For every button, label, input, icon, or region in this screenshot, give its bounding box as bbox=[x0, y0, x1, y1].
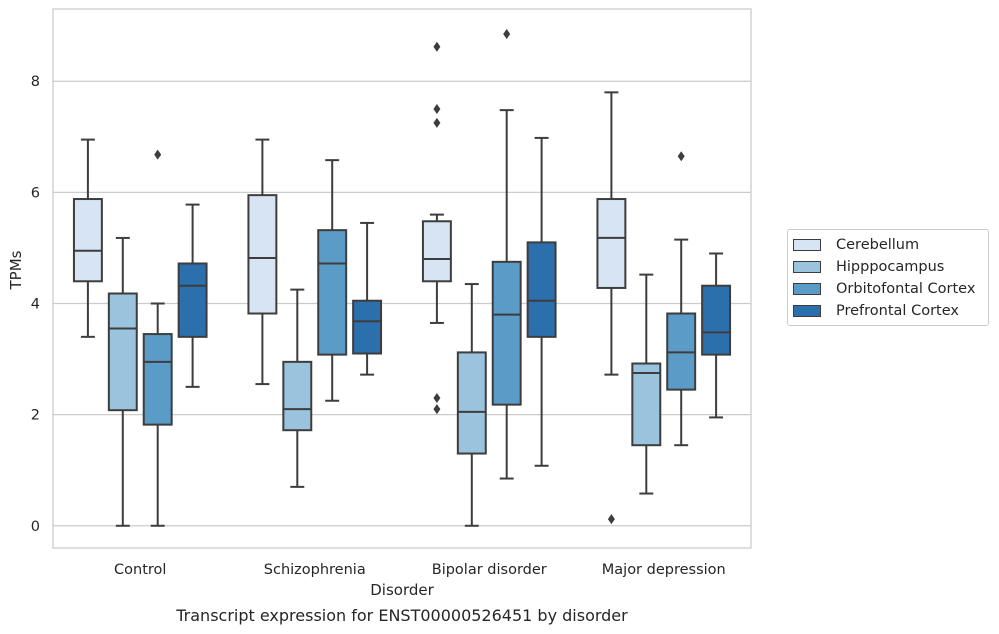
box-hipppocampus bbox=[456, 283, 487, 527]
legend-label: Orbitofontal Cortex bbox=[836, 281, 976, 297]
iqr-box bbox=[526, 241, 557, 338]
iqr-box bbox=[421, 220, 452, 283]
iqr-box bbox=[352, 299, 383, 355]
legend-swatch-hippocampus bbox=[793, 261, 821, 273]
legend-item-orbitofrontal-cortex: Orbitofontal Cortex bbox=[793, 279, 975, 299]
iqr-box bbox=[317, 229, 348, 356]
legend-label: Cerebellum bbox=[836, 237, 920, 253]
legend-item-cerebellum: Cerebellum bbox=[793, 235, 919, 255]
iqr-box bbox=[491, 260, 522, 406]
x-axis-label: Disorder bbox=[370, 581, 434, 599]
box-hipppocampus bbox=[282, 288, 313, 488]
box-hipppocampus bbox=[107, 236, 138, 527]
iqr-box bbox=[631, 362, 662, 447]
outlier-point bbox=[607, 514, 615, 525]
box-cerebellum bbox=[72, 138, 103, 338]
chart-caption: Transcript expression for ENST0000052645… bbox=[176, 606, 628, 625]
legend-label: Hipppocampus bbox=[836, 259, 945, 275]
legend-swatch-prefrontal-cortex bbox=[793, 305, 821, 317]
box-prefrontal-cortex bbox=[177, 203, 208, 388]
legend-swatch-cerebellum bbox=[793, 239, 821, 251]
box-prefrontal-cortex bbox=[352, 221, 383, 376]
x-tick-label: Major depression bbox=[602, 562, 726, 578]
plot-area-frame bbox=[52, 8, 752, 549]
iqr-box bbox=[456, 351, 487, 455]
outlier-point bbox=[433, 117, 441, 128]
box-orbitofontal-cortex bbox=[666, 151, 697, 447]
y-tick-label: 4 bbox=[31, 297, 40, 313]
legend-swatch-orbitofrontal-cortex bbox=[793, 283, 821, 295]
legend-label: Prefrontal Cortex bbox=[836, 303, 959, 319]
x-tick-label: Control bbox=[114, 562, 166, 578]
y-tick-label: 8 bbox=[31, 74, 40, 90]
y-tick-label: 2 bbox=[31, 408, 40, 424]
box-cerebellum bbox=[596, 91, 627, 525]
box-prefrontal-cortex bbox=[526, 136, 557, 467]
outlier-point bbox=[154, 149, 162, 160]
iqr-box bbox=[596, 198, 627, 289]
iqr-box bbox=[701, 284, 732, 356]
box-prefrontal-cortex bbox=[701, 252, 732, 419]
outlier-point bbox=[503, 29, 511, 40]
box-orbitofontal-cortex bbox=[491, 29, 522, 480]
iqr-box bbox=[247, 194, 278, 315]
outlier-point bbox=[433, 404, 441, 415]
iqr-box bbox=[72, 198, 103, 283]
legend: Cerebellum Hipppocampus Orbitofontal Cor… bbox=[787, 229, 989, 326]
x-tick-labels: Control Schizophrenia Bipolar disorder Majo… bbox=[114, 562, 726, 578]
box-orbitofontal-cortex bbox=[317, 159, 348, 402]
outlier-point bbox=[433, 104, 441, 115]
y-axis-label: TPMs bbox=[7, 250, 25, 290]
box-hipppocampus bbox=[631, 273, 662, 495]
outlier-point bbox=[433, 41, 441, 52]
y-tick-label: 0 bbox=[31, 519, 40, 535]
legend-item-prefrontal-cortex: Prefrontal Cortex bbox=[793, 301, 959, 321]
box-orbitofontal-cortex bbox=[142, 149, 173, 527]
x-tick-label: Bipolar disorder bbox=[432, 562, 547, 578]
outlier-point bbox=[433, 392, 441, 403]
iqr-box bbox=[177, 262, 208, 338]
iqr-box bbox=[142, 333, 173, 426]
box-cerebellum bbox=[247, 138, 278, 386]
iqr-box bbox=[107, 292, 138, 412]
outlier-point bbox=[677, 151, 685, 162]
box-series bbox=[72, 29, 732, 527]
iqr-box bbox=[282, 360, 313, 432]
y-tick-labels: 0 2 4 6 8 bbox=[31, 74, 40, 535]
x-tick-label: Schizophrenia bbox=[264, 562, 366, 578]
legend-item-hippocampus: Hipppocampus bbox=[793, 257, 944, 277]
y-tick-label: 6 bbox=[31, 185, 40, 201]
box-cerebellum bbox=[421, 41, 452, 415]
